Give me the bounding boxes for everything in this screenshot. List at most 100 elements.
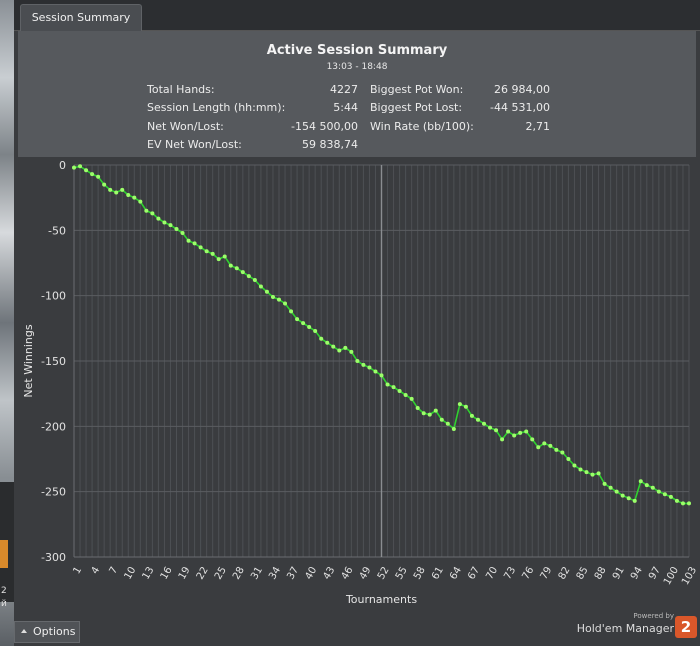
x-tick-label: 58 [412, 565, 428, 582]
x-tick-label: 73 [502, 565, 518, 582]
data-point [427, 412, 432, 417]
y-tick-label: -300 [41, 551, 66, 564]
stat-label: Total Hands: [147, 83, 215, 96]
data-point [445, 421, 450, 426]
background-text: 2 [1, 586, 7, 596]
brand-name: Hold'em Manager [576, 622, 674, 635]
data-point [186, 238, 191, 243]
data-point [204, 249, 209, 254]
data-point [608, 485, 613, 490]
data-point [168, 223, 173, 228]
data-point [457, 402, 462, 407]
x-tick-label: 70 [484, 565, 500, 582]
x-tick-label: 31 [249, 565, 265, 582]
chart-svg: 0 -50 -100 -150 -200 -250 -300 1 4 7 10 13 16 19 22 25… [22, 159, 699, 606]
data-point [626, 496, 631, 501]
data-point [180, 230, 185, 235]
data-point [198, 245, 203, 250]
data-point [602, 481, 607, 486]
data-point [518, 430, 523, 435]
x-tick-label: 103 [680, 565, 699, 587]
data-point [662, 492, 667, 497]
x-tick-label: 52 [376, 565, 392, 582]
data-point [246, 274, 251, 279]
data-point [126, 193, 131, 198]
background-accent [0, 540, 8, 568]
data-point [270, 294, 275, 299]
data-point [620, 493, 625, 498]
data-point [102, 182, 107, 187]
data-point [192, 241, 197, 246]
y-tick-label: -250 [41, 486, 66, 499]
data-point [469, 413, 474, 418]
data-point [174, 227, 179, 232]
data-point [524, 429, 529, 434]
x-tick-label: 13 [141, 565, 157, 582]
x-tick-label: 76 [520, 565, 536, 582]
x-tick-label: 43 [322, 565, 338, 582]
background-text: й [1, 599, 7, 609]
options-button[interactable]: Options [14, 621, 80, 643]
data-point [156, 216, 161, 221]
data-point [349, 349, 354, 354]
y-tick-label: -200 [41, 420, 66, 433]
data-point [337, 348, 342, 353]
data-point [463, 404, 468, 409]
stat-value: 5:44 [333, 101, 358, 114]
data-point [240, 270, 245, 275]
y-tick-label: -100 [41, 290, 66, 303]
data-point [560, 450, 565, 455]
data-point [120, 187, 125, 192]
stat-value: 59 838,74 [302, 138, 358, 151]
stat-value: -44 531,00 [490, 101, 550, 114]
stat-value: 2,71 [525, 120, 551, 133]
data-point [687, 501, 691, 506]
data-point [397, 389, 402, 394]
data-point [216, 257, 221, 262]
data-point [289, 309, 294, 314]
data-point [234, 266, 239, 271]
x-tick-label: 19 [177, 565, 193, 582]
data-point [506, 429, 511, 434]
data-point [373, 369, 378, 374]
data-point [590, 472, 595, 477]
data-point [379, 373, 384, 378]
x-tick-label: 7 [108, 565, 121, 576]
data-point [307, 325, 312, 330]
data-point [385, 382, 390, 387]
tab-session-summary[interactable]: Session Summary [20, 4, 142, 32]
x-tick-label: 37 [285, 565, 301, 582]
data-point [367, 365, 372, 370]
data-point [488, 425, 493, 430]
powered-by-text: Powered by [633, 612, 674, 620]
stat-label: Biggest Pot Won: [370, 83, 464, 96]
data-point [361, 362, 366, 367]
stat-label: Win Rate (bb/100): [370, 120, 474, 133]
stat-label: Net Won/Lost: [147, 120, 224, 133]
data-point [680, 501, 685, 506]
x-tick-label: 91 [611, 565, 627, 582]
data-point [530, 437, 535, 442]
data-point [258, 284, 263, 289]
y-tick-label: 0 [59, 159, 66, 172]
data-point [162, 220, 167, 225]
x-tick-label: 28 [231, 565, 247, 582]
data-point [433, 408, 438, 413]
data-point [614, 489, 619, 494]
stat-label: Biggest Pot Lost: [370, 101, 463, 114]
data-point [277, 297, 281, 302]
x-tick-label: 85 [575, 565, 591, 582]
data-point [512, 433, 517, 438]
data-point [439, 417, 444, 422]
data-point [72, 165, 76, 170]
summary-title: Active Session Summary [266, 43, 448, 58]
x-tick-label: 79 [539, 565, 555, 582]
data-point [90, 172, 95, 177]
x-tick-label: 46 [340, 565, 356, 582]
data-point [421, 411, 426, 416]
data-point [138, 199, 143, 204]
x-tick-label: 97 [647, 565, 663, 582]
x-tick-label: 88 [593, 565, 609, 582]
data-point [596, 471, 601, 476]
x-tick-label: 94 [629, 565, 645, 582]
